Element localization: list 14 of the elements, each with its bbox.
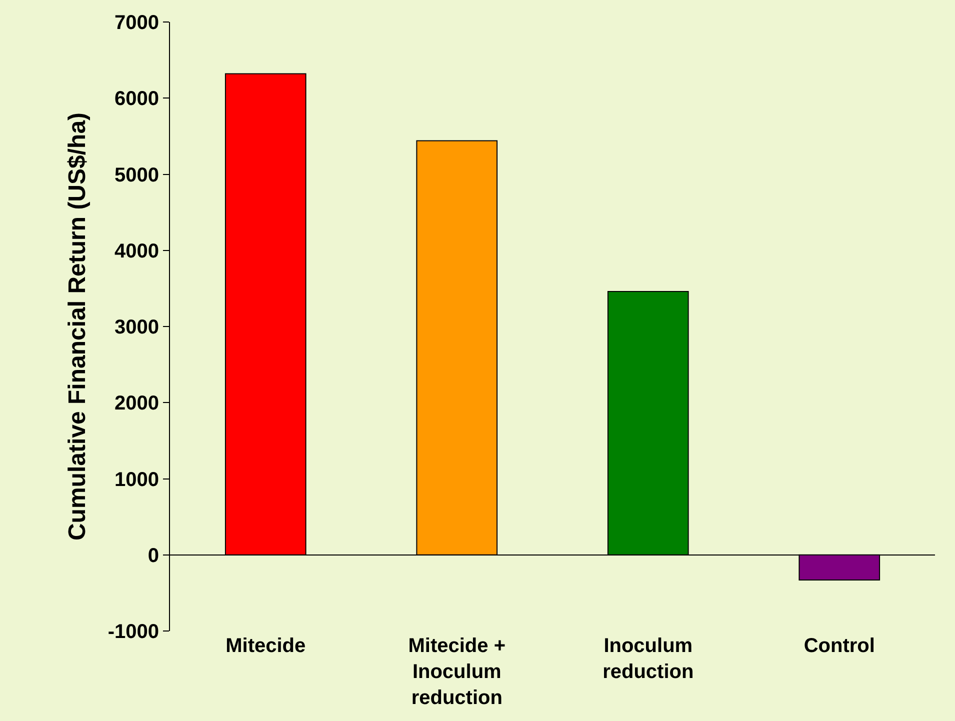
x-tick-label: Mitecide [226, 635, 306, 657]
y-tick-label: -1000 [108, 621, 159, 643]
y-tick-label: 7000 [114, 12, 159, 34]
y-tick-label: 5000 [114, 164, 159, 186]
x-tick-label: Control [804, 635, 875, 657]
y-axis-title: Cumulative Financial Return (US$/ha) [64, 112, 91, 541]
y-tick-label: 1000 [114, 468, 159, 491]
y-tick-label: 6000 [114, 88, 159, 110]
y-tick-label: 4000 [114, 240, 159, 262]
x-tick-label: Mitecide + Inoculum reduction [408, 635, 506, 709]
y-tick-label: 3000 [114, 316, 159, 338]
x-tick-label: Inoculum reduction [602, 635, 694, 683]
y-tick-label: 2000 [114, 392, 159, 415]
y-tick-label: 0 [148, 544, 159, 567]
